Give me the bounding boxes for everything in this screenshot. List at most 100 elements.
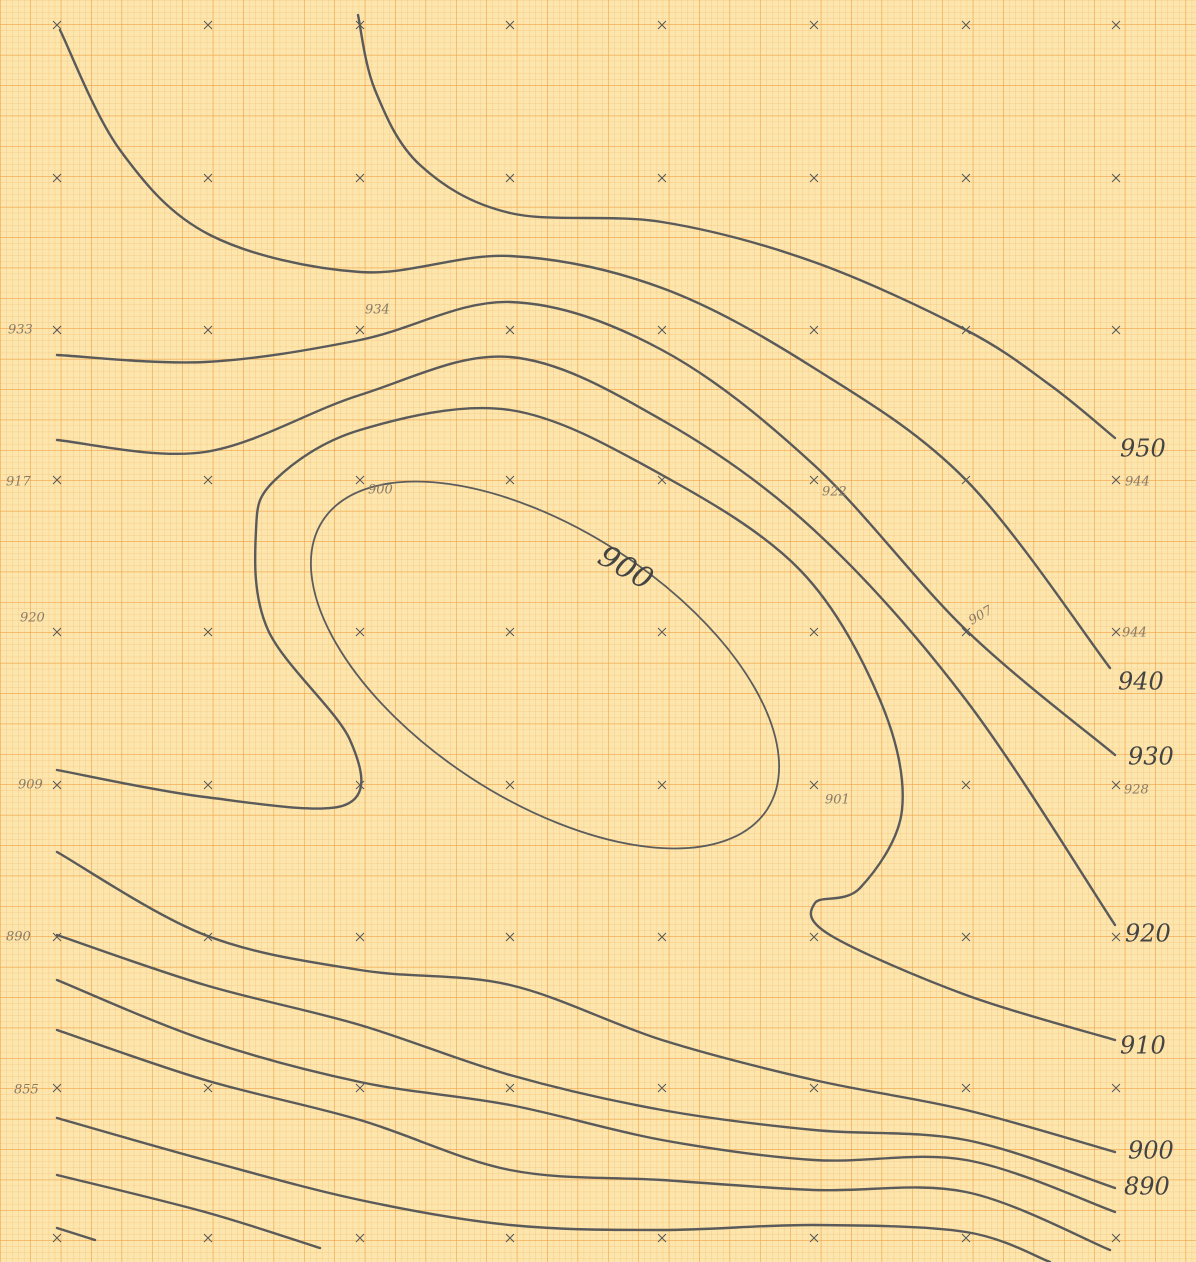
contour-line bbox=[55, 1028, 1112, 1252]
grid-cross bbox=[355, 1233, 365, 1243]
spot-height: 920 bbox=[20, 611, 45, 626]
grid-cross bbox=[809, 932, 819, 942]
grid-cross bbox=[52, 20, 62, 30]
grid-cross bbox=[203, 1083, 213, 1093]
grid-cross bbox=[1111, 173, 1121, 183]
contour-label: 940 bbox=[1118, 668, 1164, 696]
contour-line bbox=[55, 1173, 322, 1250]
grid-cross bbox=[961, 20, 971, 30]
grid-cross bbox=[52, 325, 62, 335]
contour-line bbox=[55, 300, 1117, 757]
grid-cross bbox=[1111, 20, 1121, 30]
spot-height: 933 bbox=[8, 323, 33, 338]
grid-cross bbox=[657, 1233, 667, 1243]
contour-line bbox=[356, 13, 1117, 440]
grid-cross bbox=[809, 173, 819, 183]
grid-cross bbox=[505, 325, 515, 335]
contour-label: 890 bbox=[1124, 1173, 1170, 1201]
contour-label: 910 bbox=[1120, 1032, 1166, 1060]
contour-line bbox=[55, 978, 1117, 1214]
grid-cross bbox=[961, 173, 971, 183]
contour-line bbox=[55, 1226, 97, 1242]
grid-cross bbox=[657, 627, 667, 637]
grid-cross bbox=[505, 20, 515, 30]
grid-cross bbox=[203, 475, 213, 485]
grid-cross bbox=[52, 173, 62, 183]
grid-cross bbox=[505, 173, 515, 183]
grid-cross bbox=[1111, 1083, 1121, 1093]
spot-height: 901 bbox=[825, 793, 850, 808]
contour-line bbox=[55, 406, 1117, 1042]
contour-line bbox=[55, 933, 1117, 1190]
contour-label: 920 bbox=[1125, 920, 1171, 948]
contours bbox=[55, 13, 1117, 1262]
grid-cross bbox=[52, 932, 62, 942]
center-contour bbox=[310, 480, 780, 850]
grid-cross bbox=[505, 475, 515, 485]
grid-cross bbox=[52, 1233, 62, 1243]
grid-cross bbox=[203, 173, 213, 183]
grid-cross bbox=[809, 20, 819, 30]
grid-cross bbox=[657, 1083, 667, 1093]
spot-height: 922 bbox=[822, 485, 847, 500]
grid-cross bbox=[355, 475, 365, 485]
grid-cross bbox=[1111, 1233, 1121, 1243]
contour-label: 900 bbox=[1128, 1137, 1174, 1165]
grid-cross bbox=[961, 1233, 971, 1243]
grid-cross bbox=[355, 173, 365, 183]
grid-cross bbox=[52, 1083, 62, 1093]
grid-cross bbox=[809, 1233, 819, 1243]
grid-cross bbox=[203, 1233, 213, 1243]
grid-cross bbox=[505, 1083, 515, 1093]
grid-cross bbox=[52, 780, 62, 790]
spot-height: 917 bbox=[6, 475, 32, 490]
grid-cross bbox=[809, 780, 819, 790]
grid-cross bbox=[355, 932, 365, 942]
contour-line bbox=[55, 850, 1117, 1154]
grid-cross bbox=[809, 1083, 819, 1093]
contour-label: 930 bbox=[1128, 743, 1174, 771]
grid-cross bbox=[657, 780, 667, 790]
grid-cross bbox=[355, 1083, 365, 1093]
grid-cross bbox=[505, 780, 515, 790]
spot-height: 855 bbox=[14, 1083, 39, 1098]
contour-line bbox=[58, 28, 1112, 670]
grid-cross bbox=[505, 1233, 515, 1243]
grid-cross bbox=[505, 627, 515, 637]
grid-cross bbox=[961, 627, 971, 637]
grid-cross bbox=[809, 627, 819, 637]
grid-cross bbox=[809, 325, 819, 335]
spot-height: 909 bbox=[18, 778, 43, 793]
grid-cross bbox=[961, 932, 971, 942]
spot-height: 944 bbox=[1125, 475, 1150, 490]
contour-line bbox=[55, 355, 1117, 927]
grid-cross bbox=[961, 780, 971, 790]
grid-cross bbox=[657, 173, 667, 183]
contour-label: 950 bbox=[1120, 435, 1166, 463]
grid-cross bbox=[1111, 932, 1121, 942]
grid-cross bbox=[203, 20, 213, 30]
spot-height: 928 bbox=[1124, 783, 1149, 798]
grid-cross bbox=[657, 20, 667, 30]
spot-height: 900 bbox=[368, 483, 393, 498]
grid-cross bbox=[203, 627, 213, 637]
grid-cross bbox=[505, 932, 515, 942]
grid-cross bbox=[355, 627, 365, 637]
contour-line bbox=[55, 1116, 1052, 1262]
spot-height: 934 bbox=[365, 303, 390, 318]
grid-cross bbox=[52, 475, 62, 485]
grid-cross bbox=[657, 932, 667, 942]
grid-cross bbox=[203, 780, 213, 790]
spot-height: 944 bbox=[1122, 626, 1147, 641]
grid-cross bbox=[52, 627, 62, 637]
grid-cross bbox=[809, 475, 819, 485]
spot-height: 890 bbox=[6, 930, 31, 945]
grid-cross bbox=[1111, 475, 1121, 485]
grid-cross bbox=[657, 325, 667, 335]
grid-cross bbox=[1111, 325, 1121, 335]
grid-cross bbox=[203, 325, 213, 335]
grid-cross bbox=[1111, 627, 1121, 637]
grid-cross bbox=[961, 1083, 971, 1093]
